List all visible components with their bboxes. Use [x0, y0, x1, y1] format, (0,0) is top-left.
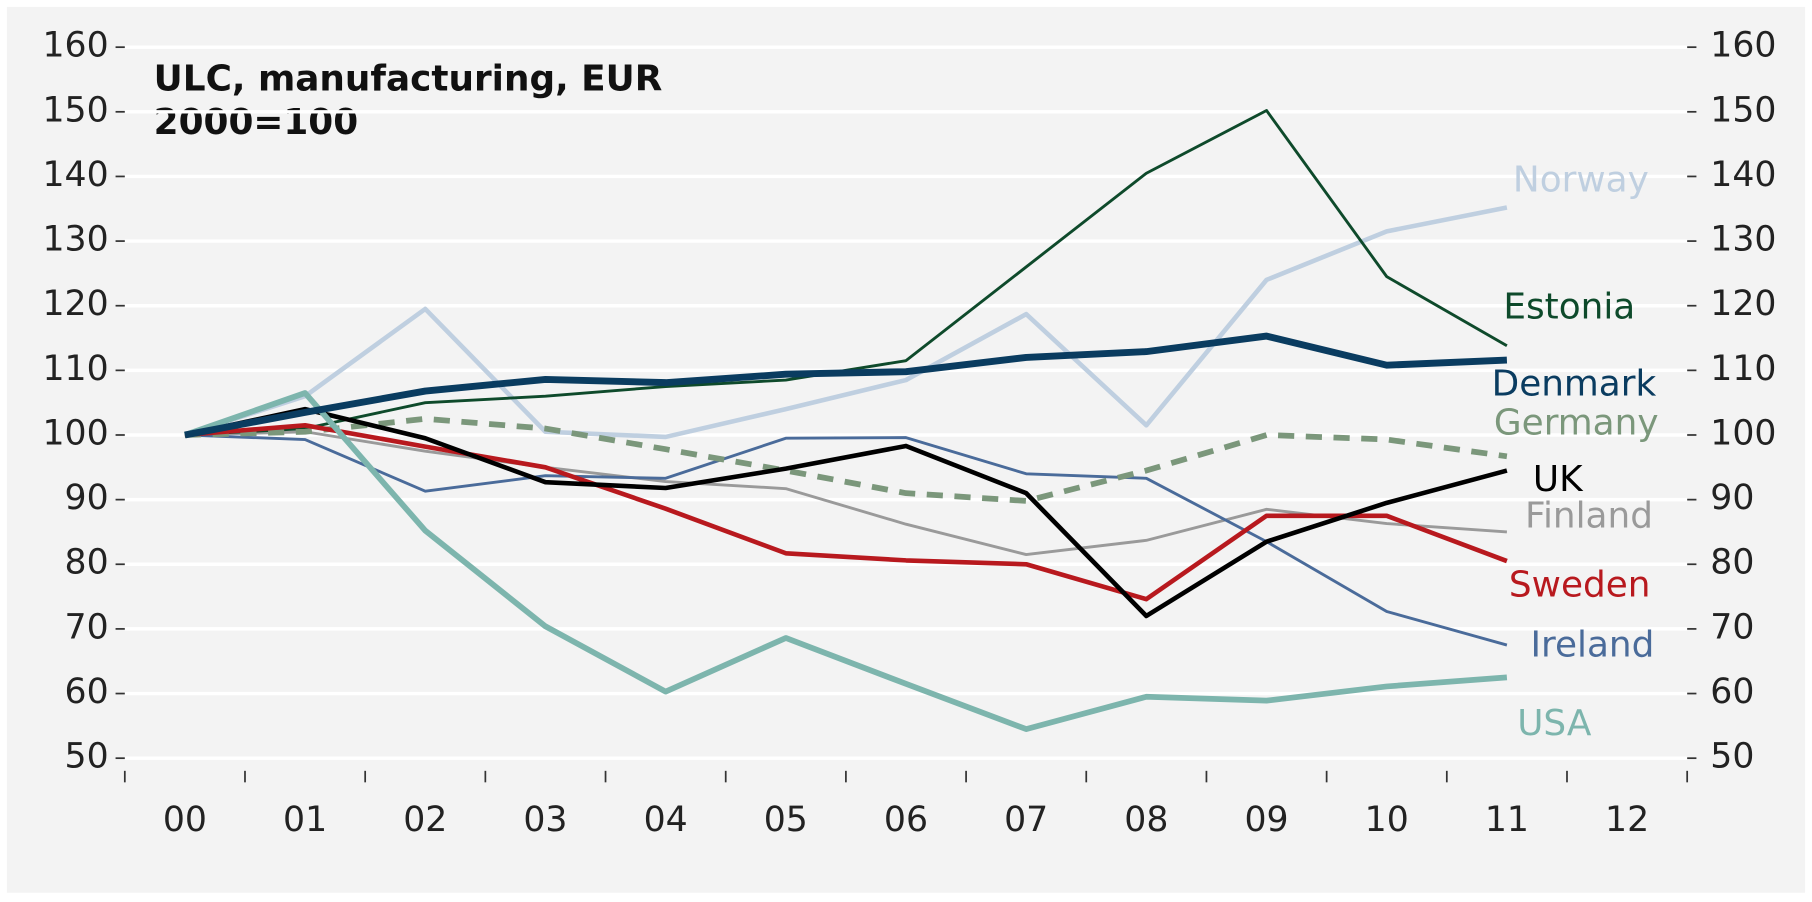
y2-tick-label: 130: [1710, 220, 1776, 260]
legend-label: Estonia: [1503, 286, 1635, 327]
y-tick-label: 70: [65, 607, 109, 647]
series-line: [184, 332, 1508, 439]
series-line: [184, 433, 1508, 647]
y-tick-label: 120: [42, 284, 108, 324]
y-tick-label: 90: [65, 478, 109, 518]
y-tick-label: 80: [65, 543, 109, 583]
y2-tick-label: 50: [1710, 737, 1754, 777]
x-tick-label: 04: [644, 800, 688, 840]
y-tick-label: 50: [65, 737, 109, 777]
series-line: [184, 205, 1508, 440]
x-tick-label: 11: [1485, 800, 1529, 840]
x-tick-label: 07: [1004, 800, 1048, 840]
y2-tick-label: 70: [1710, 607, 1754, 647]
x-tick-label: 05: [764, 800, 808, 840]
legend-label: Finland: [1525, 496, 1653, 537]
y-tick-label: 150: [42, 90, 108, 130]
y2-tick-label: 100: [1710, 414, 1776, 454]
x-tick-label: 06: [884, 800, 928, 840]
y-tick-label: 140: [42, 155, 108, 195]
y-tick-label: 60: [65, 672, 109, 712]
legend-label: UK: [1533, 459, 1584, 500]
y-tick-label: 160: [42, 26, 108, 66]
y2-tick-label: 80: [1710, 543, 1754, 583]
legend-label: Sweden: [1509, 565, 1651, 606]
y2-tick-label: 140: [1710, 155, 1776, 195]
x-tick-label: 12: [1605, 800, 1649, 840]
legend-label: Ireland: [1530, 625, 1654, 666]
y-tick-label: 130: [42, 220, 108, 260]
y2-tick-label: 150: [1710, 90, 1776, 130]
series-line: [184, 415, 1508, 504]
x-tick-label: 00: [163, 800, 207, 840]
legend-label: USA: [1517, 703, 1592, 744]
legend-label: Denmark: [1492, 363, 1657, 404]
y2-tick-label: 120: [1710, 284, 1776, 324]
x-tick-label: 10: [1365, 800, 1409, 840]
y2-tick-label: 60: [1710, 672, 1754, 712]
y-tick-label: 100: [42, 414, 108, 454]
x-tick-label: 03: [523, 800, 567, 840]
x-tick-label: 08: [1124, 800, 1168, 840]
y-tick-label: 110: [42, 349, 108, 389]
x-tick-label: 01: [283, 800, 327, 840]
series-line: [184, 430, 1508, 557]
series-line: [184, 406, 1508, 619]
series-line: [184, 422, 1508, 602]
series-line: [183, 390, 1508, 732]
chart-title: ULC, manufacturing, EUR: [154, 59, 663, 100]
y2-tick-label: 90: [1710, 478, 1754, 518]
legend-label: Germany: [1494, 403, 1659, 444]
legend-label: Norway: [1513, 160, 1649, 201]
x-tick-label: 09: [1244, 800, 1288, 840]
y2-tick-label: 160: [1710, 26, 1776, 66]
y2-tick-label: 110: [1710, 349, 1776, 389]
chart-subtitle: 2000=100: [154, 102, 358, 143]
background: [6, 6, 1806, 893]
x-tick-label: 02: [403, 800, 447, 840]
plot: ULC, manufacturing, EUR 2000=100 50 60 70 8…: [6, 6, 1806, 893]
